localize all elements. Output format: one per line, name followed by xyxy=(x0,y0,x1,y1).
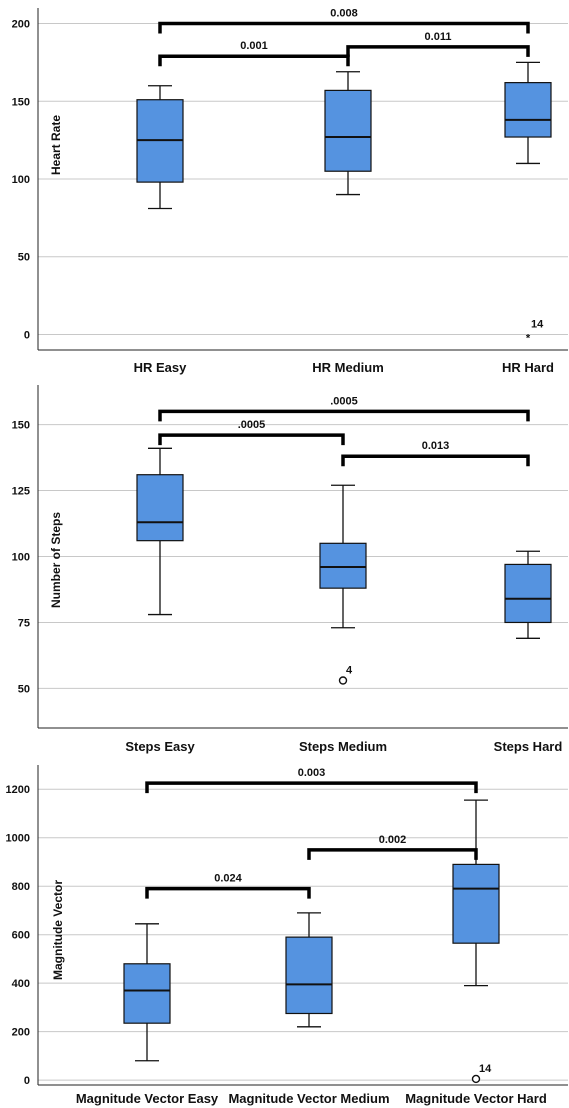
outlier-marker xyxy=(471,1074,481,1084)
x-category-label: HR Easy xyxy=(134,360,188,375)
iqr-box xyxy=(123,963,171,1024)
x-category-label: Magnitude Vector Hard xyxy=(405,1091,547,1106)
y-tick-label: 0 xyxy=(24,329,30,341)
y-tick-label: 1000 xyxy=(6,833,30,845)
p-value-label: .0005 xyxy=(238,419,266,431)
iqr-box xyxy=(136,474,184,542)
p-value-label: 0.002 xyxy=(379,834,407,846)
significance-bracket xyxy=(158,433,345,446)
y-axis-title: Magnitude Vector xyxy=(51,880,65,980)
heart-rate-panel: 0 50 100 150 200 Heart Rate HR Easy HR Medium HR… xyxy=(12,8,568,375)
significance-bracket xyxy=(145,886,311,899)
outlier-marker xyxy=(338,676,348,685)
box-2 xyxy=(504,550,552,639)
significance-bracket xyxy=(158,409,530,422)
y-tick-label: 150 xyxy=(12,420,30,432)
significance-bracket xyxy=(307,848,478,860)
significance-bracket xyxy=(158,54,350,67)
significance-bracket xyxy=(346,45,530,57)
y-tick-label: 400 xyxy=(12,978,30,990)
iqr-box xyxy=(285,936,333,1015)
box-2 xyxy=(452,799,500,987)
box-1 xyxy=(324,71,372,196)
x-category-label: Steps Easy xyxy=(125,739,195,754)
significance-bracket xyxy=(145,781,478,794)
y-tick-label: 50 xyxy=(18,683,30,695)
y-tick-label: 1200 xyxy=(6,784,30,796)
x-category-label: Magnitude Vector Easy xyxy=(76,1091,219,1106)
box-1 xyxy=(319,484,367,629)
iqr-box xyxy=(504,82,552,138)
steps-panel: 50 75 100 125 150 Number of Steps Steps Easy St… xyxy=(12,385,568,754)
box-0 xyxy=(136,447,184,616)
outlier-label: 4 xyxy=(346,665,353,677)
p-value-label: 0.003 xyxy=(298,767,326,779)
p-value-label: 0.024 xyxy=(214,873,242,885)
y-tick-label: 100 xyxy=(12,552,30,564)
p-value-label: 0.001 xyxy=(240,40,268,52)
x-category-label: Steps Hard xyxy=(494,739,563,754)
extreme-outlier-marker: * xyxy=(526,332,531,344)
p-value-label: .0005 xyxy=(330,395,358,407)
p-value-label: 0.011 xyxy=(425,31,452,43)
y-tick-label: 200 xyxy=(12,1027,30,1039)
iqr-box xyxy=(319,542,367,589)
x-category-label: HR Medium xyxy=(312,360,384,375)
y-tick-label: 800 xyxy=(12,881,30,893)
outlier-label: 14 xyxy=(531,318,544,330)
box-2 xyxy=(504,61,552,165)
y-axis-title: Heart Rate xyxy=(49,115,63,175)
y-tick-label: 0 xyxy=(24,1075,30,1087)
y-tick-label: 600 xyxy=(12,930,30,942)
y-tick-label: 200 xyxy=(12,19,30,31)
y-tick-label: 150 xyxy=(12,96,30,108)
p-value-label: 0.008 xyxy=(330,8,358,20)
box-0 xyxy=(136,85,184,210)
y-tick-label: 125 xyxy=(12,486,30,498)
significance-bracket xyxy=(158,21,530,34)
box-1 xyxy=(285,912,333,1028)
iqr-box xyxy=(504,563,552,624)
y-tick-label: 75 xyxy=(18,617,30,629)
y-tick-label: 100 xyxy=(12,174,30,186)
x-category-label: Magnitude Vector Medium xyxy=(228,1091,389,1106)
y-axis-title: Number of Steps xyxy=(49,512,63,608)
iqr-box xyxy=(324,89,372,172)
p-value-label: 0.013 xyxy=(422,440,450,452)
outlier-label: 14 xyxy=(479,1063,492,1075)
iqr-box xyxy=(452,863,500,944)
y-tick-label: 50 xyxy=(18,252,30,264)
x-category-label: HR Hard xyxy=(502,360,554,375)
magnitude-vector-panel: 0 200 400 600 800 1000 1200 Magnitude Vector Mag… xyxy=(6,765,568,1106)
x-category-label: Steps Medium xyxy=(299,739,387,754)
box-0 xyxy=(123,923,171,1062)
significance-bracket xyxy=(341,454,530,467)
